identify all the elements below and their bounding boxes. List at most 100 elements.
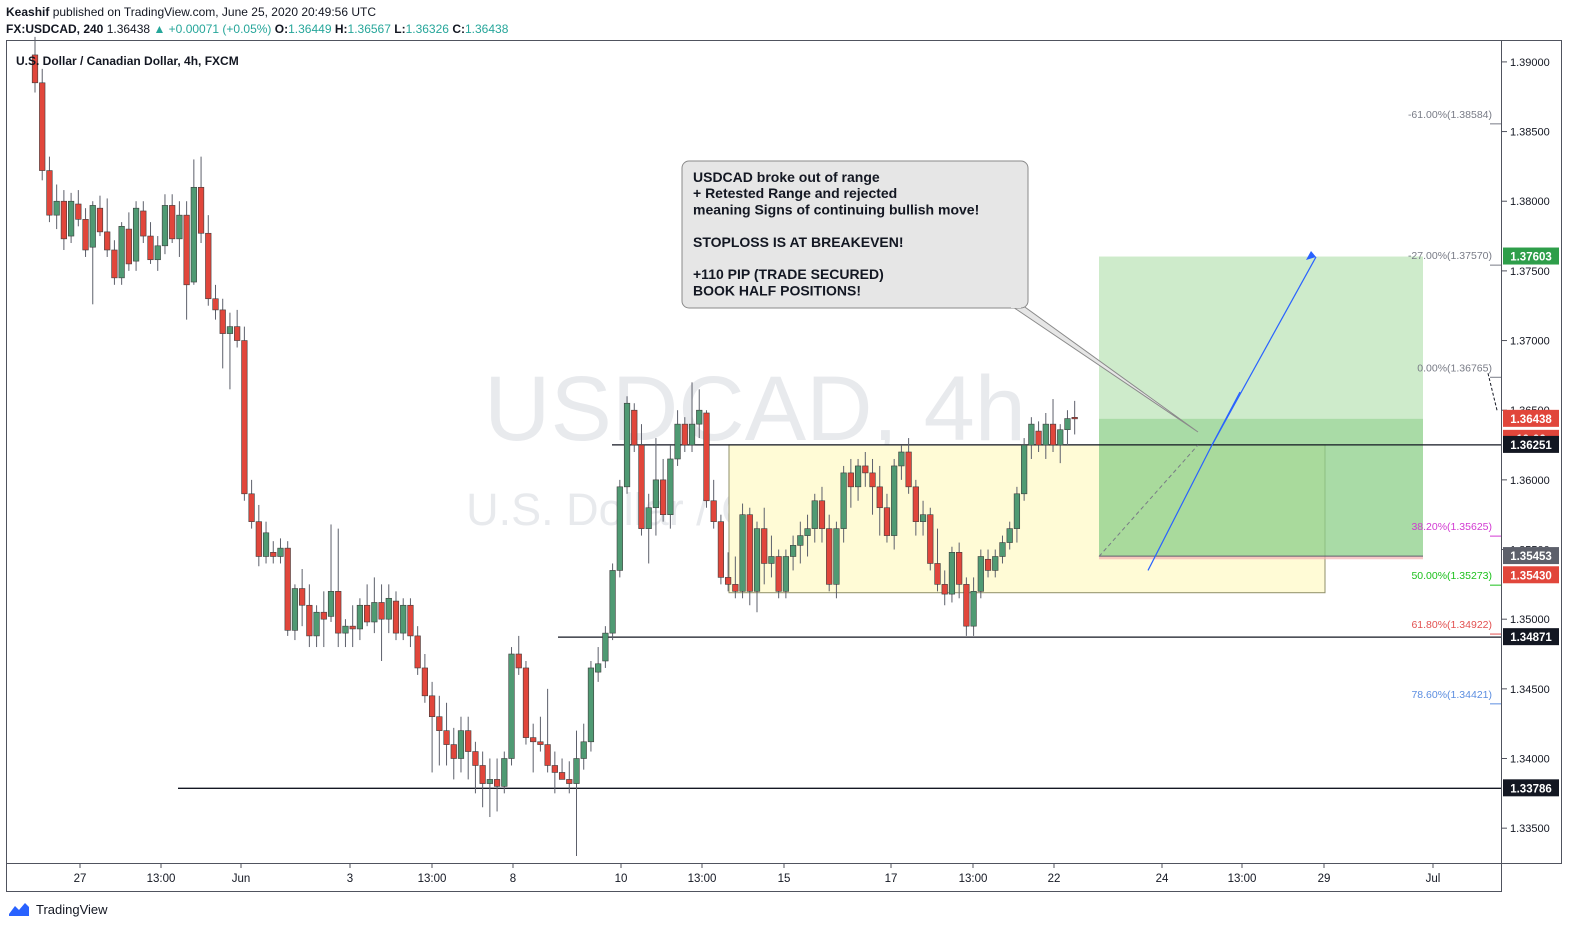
candle-up xyxy=(1042,412,1049,459)
watermark-symbol: USDCAD, 4h xyxy=(484,358,1026,460)
candle-body xyxy=(414,635,421,669)
candle-down xyxy=(984,549,992,578)
retest-line xyxy=(1211,391,1241,446)
callout-line: USDCAD broke out of range xyxy=(693,169,880,185)
candle-body xyxy=(775,556,782,592)
callout-line: + Retested Range and rejected xyxy=(693,185,897,201)
candle-up xyxy=(277,538,284,564)
time-tick-label: 13:00 xyxy=(418,873,447,885)
fib-level-label: 0.00%(1.36765) xyxy=(1417,362,1492,374)
time-tick-label: 13:00 xyxy=(1228,873,1257,885)
candle-up xyxy=(1057,424,1064,464)
high-label: H: xyxy=(334,22,348,36)
candle-body xyxy=(992,556,999,571)
candle-down xyxy=(104,198,111,257)
candle-down xyxy=(847,458,854,508)
candle-down xyxy=(544,688,551,773)
candle-body xyxy=(580,741,587,759)
candle-down xyxy=(299,569,306,627)
candle-down xyxy=(284,541,291,636)
candle-down xyxy=(335,528,342,648)
candle-down xyxy=(703,410,710,508)
candle-down xyxy=(934,528,941,592)
candle-body xyxy=(313,611,320,637)
footer-brand: TradingView xyxy=(36,901,108,917)
candle-body xyxy=(428,695,436,718)
candle-body xyxy=(176,214,183,240)
candle-body xyxy=(927,514,934,564)
callout[interactable]: USDCAD broke out of range+ Retested Rang… xyxy=(681,160,1199,433)
author-name[interactable]: Keashif xyxy=(6,5,50,19)
candle-down xyxy=(912,479,919,536)
candle-down xyxy=(732,556,739,599)
candle-body xyxy=(508,653,515,759)
candle-body xyxy=(1071,417,1078,420)
fib-level-label: -27.00%(1.37570) xyxy=(1408,250,1492,262)
candle-body xyxy=(753,528,761,592)
time-tick-label: 13:00 xyxy=(147,873,176,885)
candle-down xyxy=(46,156,53,223)
publish-info: Keashif published on TradingView.com, Ju… xyxy=(6,4,508,21)
candle-body xyxy=(833,528,840,585)
candle-body xyxy=(522,667,530,738)
candle-up xyxy=(501,751,508,794)
candle-up xyxy=(400,598,407,641)
candle-body xyxy=(335,591,342,634)
arrow-head-icon xyxy=(1306,250,1316,260)
candle-down xyxy=(927,507,934,571)
candle-body xyxy=(710,500,717,522)
candle-body xyxy=(1035,430,1042,446)
candle-up xyxy=(948,546,956,603)
candle-down xyxy=(82,208,89,257)
candle-down xyxy=(306,584,313,648)
candle-body xyxy=(1021,444,1028,495)
candle-body xyxy=(68,200,75,237)
candle-body xyxy=(96,207,104,233)
candle-body xyxy=(132,207,140,262)
candle-down xyxy=(234,309,241,348)
candle-body xyxy=(681,423,688,446)
candle-down xyxy=(883,493,891,543)
time-tick-label: 10 xyxy=(615,873,628,885)
candle-up xyxy=(457,716,465,773)
candle-up xyxy=(753,521,761,613)
fib-level-label: 50.00%(1.35273) xyxy=(1411,570,1492,582)
candle-down xyxy=(493,758,501,812)
candle-body xyxy=(956,552,963,585)
candle-body xyxy=(912,486,919,522)
candle-body xyxy=(768,556,775,564)
candle-body xyxy=(970,591,977,627)
candle-body xyxy=(320,611,327,620)
candle-up xyxy=(327,524,335,622)
candle-body xyxy=(400,604,407,634)
candle-body xyxy=(262,532,270,557)
candle-up xyxy=(291,584,299,641)
candle-down xyxy=(219,298,226,369)
candle-body xyxy=(299,588,306,606)
levels-layer xyxy=(178,444,1501,789)
price-axis[interactable] xyxy=(1502,40,1562,864)
candle-up xyxy=(1006,521,1013,550)
candle-body xyxy=(183,214,190,286)
candle-body xyxy=(197,186,205,234)
candle-up xyxy=(811,493,818,543)
time-axis[interactable] xyxy=(6,864,1502,892)
chart-header: Keashif published on TradingView.com, Ju… xyxy=(6,4,508,38)
tradingview-footer[interactable]: TradingView xyxy=(8,901,108,917)
candle-body xyxy=(111,249,118,279)
candle-body xyxy=(558,772,566,780)
price-label-text: 1.36438 xyxy=(1510,414,1552,426)
price-label: 1.33786 xyxy=(1503,779,1559,797)
candle-down xyxy=(761,507,768,585)
candle-down xyxy=(963,577,970,636)
candle-body xyxy=(739,514,746,592)
price-label: 1.36438 xyxy=(1503,409,1559,427)
candle-body xyxy=(190,186,197,283)
time-tick-label: 3 xyxy=(347,873,353,885)
candle-down xyxy=(522,660,530,745)
candle-body xyxy=(587,667,595,743)
candle-down xyxy=(450,727,457,780)
chart-pane[interactable] xyxy=(6,40,1502,864)
close-value: 1.36438 xyxy=(464,22,509,36)
